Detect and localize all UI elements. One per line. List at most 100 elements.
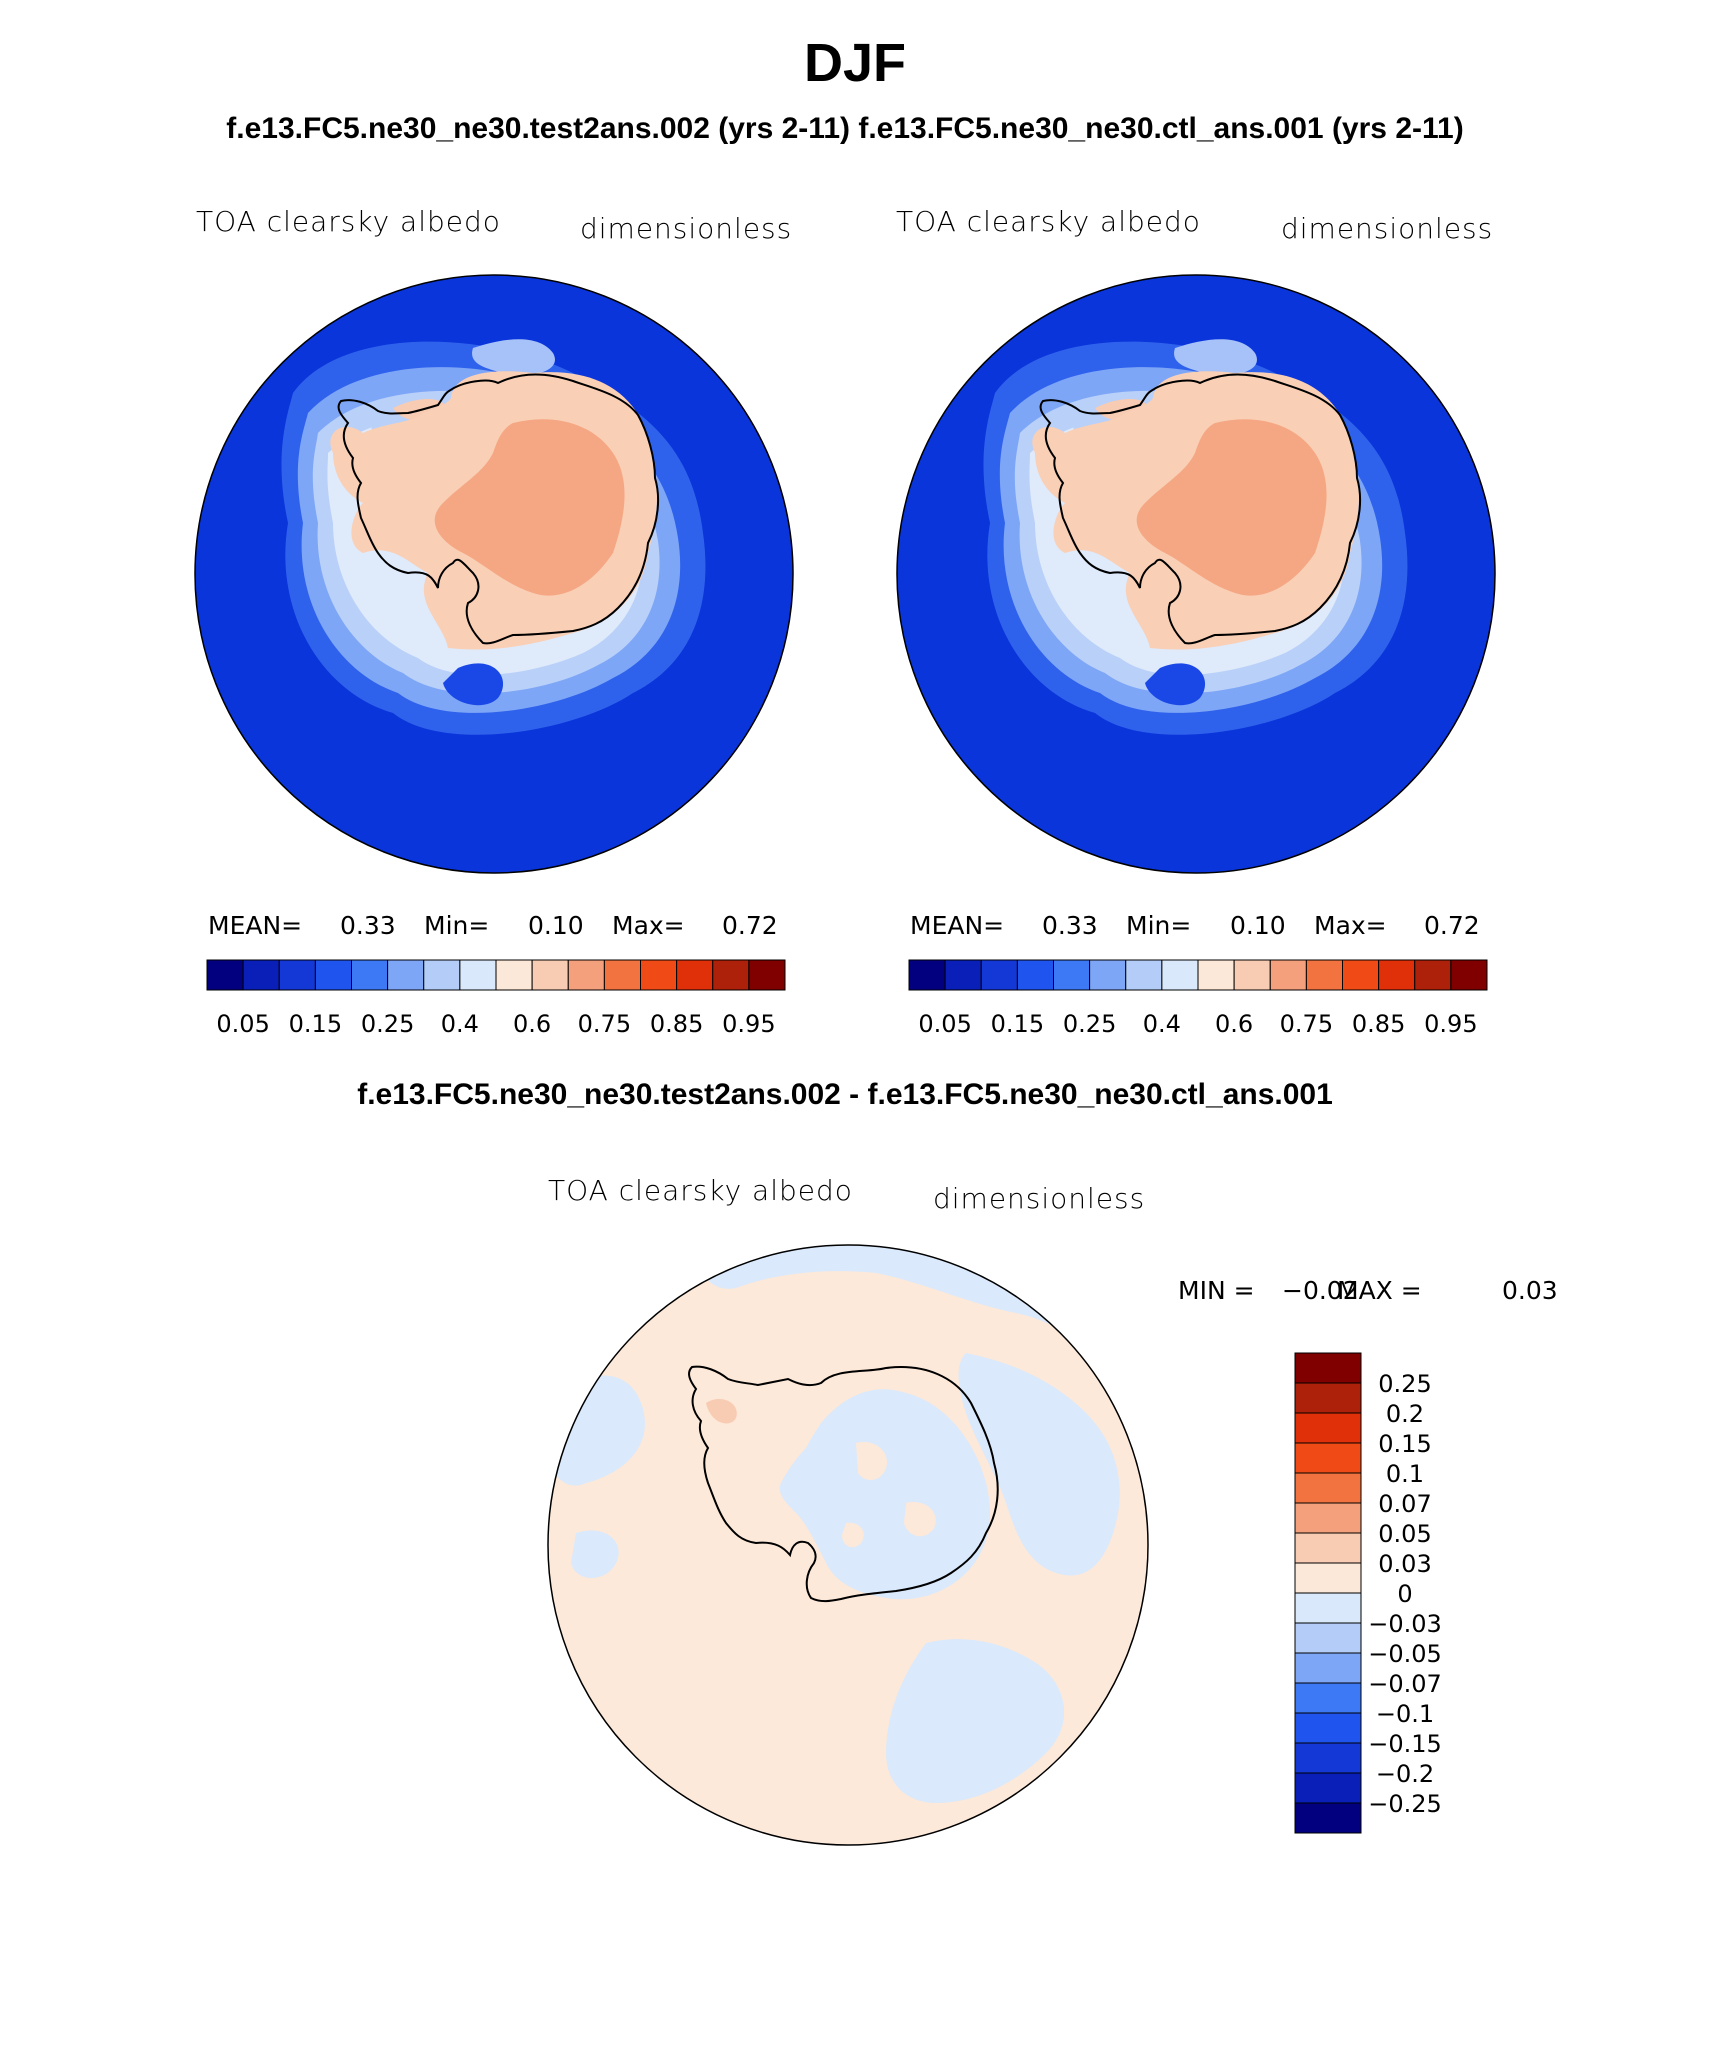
panel2-variable-label: TOA clearsky albedo	[896, 205, 1201, 238]
colorbar-swatch	[944, 959, 982, 991]
colorbar-tick-label: 0.75	[578, 1010, 631, 1038]
colorbar-swatch	[495, 959, 533, 991]
diff-colorbar-tick-label: −0.05	[1368, 1640, 1442, 1668]
colorbar-tick-label: 0.4	[441, 1010, 479, 1038]
colorbar-swatch	[459, 959, 497, 991]
colorbar-swatch	[1197, 959, 1235, 991]
difference-colorbar: 0.250.20.150.10.070.050.030−0.03−0.05−0.…	[1294, 1352, 1442, 1834]
colorbar-swatch	[676, 959, 714, 991]
colorbar-swatch	[278, 959, 316, 991]
colorbar-swatch	[1161, 959, 1199, 991]
panel1-mean-value: 0.33	[340, 911, 396, 940]
panel2-min-label: Min=	[1126, 911, 1192, 940]
colorbar-swatch	[1053, 959, 1091, 991]
colorbar-swatch	[1305, 959, 1343, 991]
colorbar-swatch	[314, 959, 352, 991]
case-subtitle: f.e13.FC5.ne30_ne30.test2ans.002 (yrs 2-…	[226, 112, 1464, 145]
diff-colorbar-swatch	[1294, 1622, 1362, 1654]
panel1-units-label: dimensionless	[580, 212, 793, 245]
colorbar-swatch	[603, 959, 641, 991]
panel2-units-label: dimensionless	[1281, 212, 1494, 245]
colorbar-swatch	[1450, 959, 1488, 991]
colorbar-swatch	[1125, 959, 1163, 991]
colorbar-tick-label: 0.15	[991, 1010, 1044, 1038]
colorbar-tick-label: 0.6	[513, 1010, 551, 1038]
diff-colorbar-swatch	[1294, 1382, 1362, 1414]
diff-max-label: MAX =	[1337, 1276, 1422, 1305]
colorbar-swatch	[1378, 959, 1416, 991]
colorbar-tick-label: 0.6	[1215, 1010, 1253, 1038]
diff-colorbar-tick-label: −0.03	[1368, 1610, 1442, 1638]
colorbar-swatch	[1342, 959, 1380, 991]
panel1-variable-label: TOA clearsky albedo	[196, 205, 501, 238]
diff-colorbar-tick-label: −0.1	[1376, 1700, 1434, 1728]
diff-colorbar-swatch	[1294, 1712, 1362, 1744]
colorbar-swatch	[242, 959, 280, 991]
diff-colorbar-tick-label: 0.15	[1378, 1430, 1431, 1458]
colorbar-swatch	[712, 959, 750, 991]
panel1-colorbar: 0.05 0.15 0.25 0.4 0.6 0.75 0.85 0.95	[206, 959, 786, 1038]
diff-colorbar-tick-label: −0.2	[1376, 1760, 1434, 1788]
diff-colorbar-tick-label: 0.25	[1378, 1370, 1431, 1398]
diff-colorbar-swatch	[1294, 1772, 1362, 1804]
colorbar-tick-label: 0.15	[289, 1010, 342, 1038]
figure-title: DJF	[803, 33, 906, 93]
diff-colorbar-tick-label: 0.05	[1378, 1520, 1431, 1548]
panel2-mean-label: MEAN=	[910, 911, 1005, 940]
colorbar-tick-label: 0.95	[1424, 1010, 1477, 1038]
difference-title: f.e13.FC5.ne30_ne30.test2ans.002 - f.e13…	[357, 1078, 1333, 1111]
colorbar-tick-label: 0.75	[1280, 1010, 1333, 1038]
panel2-colorbar: 0.05 0.15 0.25 0.4 0.6 0.75 0.85 0.95	[908, 959, 1488, 1038]
colorbar-tick-label: 0.25	[361, 1010, 414, 1038]
diff-colorbar-tick-label: 0.07	[1378, 1490, 1431, 1518]
diff-colorbar-swatch	[1294, 1652, 1362, 1684]
panel1-polar-map	[194, 274, 794, 874]
diff-min-value: −0.02	[1282, 1276, 1359, 1305]
panel2-polar-map	[896, 274, 1496, 874]
colorbar-swatch	[1089, 959, 1127, 991]
panel1-max-value: 0.72	[722, 911, 778, 940]
colorbar-tick-label: 0.4	[1143, 1010, 1181, 1038]
diff-colorbar-swatch	[1294, 1352, 1362, 1384]
diff-colorbar-tick-label: 0	[1397, 1580, 1412, 1608]
colorbar-swatch	[567, 959, 605, 991]
diff-units-label: dimensionless	[933, 1182, 1146, 1215]
diff-colorbar-tick-label: 0.03	[1378, 1550, 1431, 1578]
diff-colorbar-swatch	[1294, 1742, 1362, 1774]
panel2-mean-value: 0.33	[1042, 911, 1098, 940]
diff-colorbar-swatch	[1294, 1592, 1362, 1624]
diff-colorbar-swatch	[1294, 1562, 1362, 1594]
diff-colorbar-swatch	[1294, 1412, 1362, 1444]
diff-min-label: MIN =	[1178, 1276, 1255, 1305]
colorbar-tick-label: 0.05	[918, 1010, 971, 1038]
panel2-min-value: 0.10	[1230, 911, 1286, 940]
diff-colorbar-swatch	[1294, 1682, 1362, 1714]
diff-colorbar-tick-label: −0.07	[1368, 1670, 1442, 1698]
colorbar-swatch	[1414, 959, 1452, 991]
panel2-max-value: 0.72	[1424, 911, 1480, 940]
colorbar-tick-label: 0.05	[216, 1010, 269, 1038]
colorbar-swatch	[387, 959, 425, 991]
diff-colorbar-swatch	[1294, 1472, 1362, 1504]
colorbar-swatch	[908, 959, 946, 991]
colorbar-tick-label: 0.25	[1063, 1010, 1116, 1038]
diff-colorbar-tick-label: −0.15	[1368, 1730, 1442, 1758]
colorbar-swatch	[748, 959, 786, 991]
colorbar-tick-label: 0.95	[722, 1010, 775, 1038]
diff-colorbar-tick-label: 0.2	[1386, 1400, 1424, 1428]
panel1-mean-label: MEAN=	[208, 911, 303, 940]
diff-colorbar-swatch	[1294, 1442, 1362, 1474]
colorbar-tick-label: 0.85	[650, 1010, 703, 1038]
diff-max-value: 0.03	[1502, 1276, 1558, 1305]
colorbar-swatch	[1016, 959, 1054, 991]
colorbar-swatch	[351, 959, 389, 991]
panel2-max-label: Max=	[1314, 911, 1387, 940]
colorbar-swatch	[980, 959, 1018, 991]
panel1-min-label: Min=	[424, 911, 490, 940]
colorbar-swatch	[1233, 959, 1271, 991]
difference-polar-map	[547, 1244, 1149, 1846]
colorbar-swatch	[423, 959, 461, 991]
diff-colorbar-swatch	[1294, 1532, 1362, 1564]
colorbar-swatch	[640, 959, 678, 991]
panel1-min-value: 0.10	[528, 911, 584, 940]
